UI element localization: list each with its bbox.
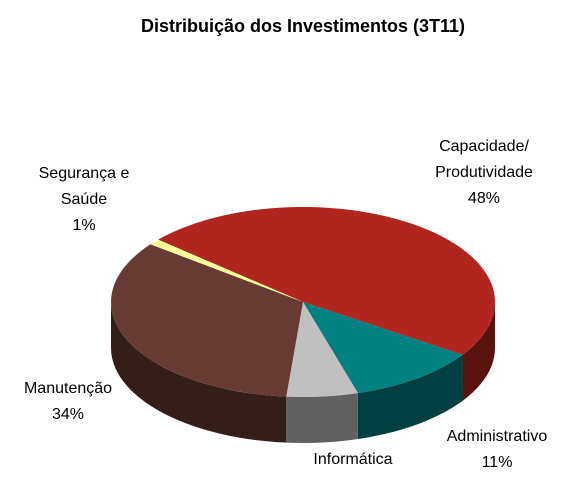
slice-side bbox=[111, 302, 287, 443]
category-label: Capacidade/Produtividade bbox=[435, 138, 533, 181]
slice-side bbox=[462, 302, 495, 401]
slice bbox=[150, 239, 303, 302]
slice bbox=[111, 244, 304, 397]
category-label: Segurança e Saúde bbox=[39, 165, 130, 208]
value-label: 1% bbox=[72, 217, 95, 234]
value-label: 34% bbox=[52, 406, 84, 423]
slice bbox=[158, 207, 495, 355]
labels: Capacidade/Produtividade 48% Administrativ… bbox=[24, 138, 547, 471]
pie bbox=[111, 207, 495, 443]
category-label: Administrativo bbox=[447, 428, 548, 445]
value-label: 11% bbox=[482, 454, 513, 471]
slice-side bbox=[357, 354, 463, 440]
category-label: Manutenção bbox=[24, 380, 112, 397]
slice bbox=[286, 302, 358, 397]
category-label: Informática bbox=[313, 451, 392, 468]
chart-title: Distribuição dos Investimentos (3T11) bbox=[141, 16, 465, 36]
slice-side bbox=[286, 393, 358, 443]
value-label: 48% bbox=[468, 190, 500, 207]
slice bbox=[303, 302, 463, 394]
